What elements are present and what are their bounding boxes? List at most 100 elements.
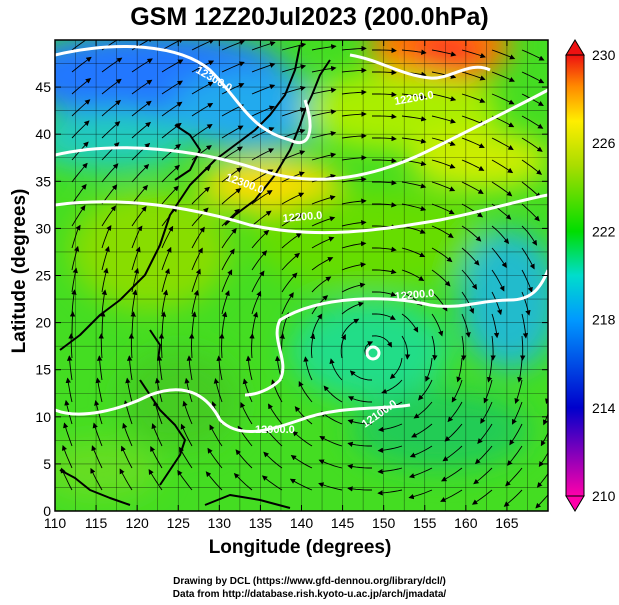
streamline-arrow xyxy=(377,489,403,496)
streamline-arrow xyxy=(543,412,548,426)
streamline-arrow xyxy=(461,159,485,171)
streamline-arrow xyxy=(101,78,122,95)
streamline-arrow xyxy=(552,292,558,315)
streamline-arrow xyxy=(311,257,334,271)
streamline-arrow xyxy=(311,313,323,337)
streamline-arrow xyxy=(221,125,244,139)
streamline-arrow xyxy=(156,355,163,381)
streamline-arrow xyxy=(71,224,81,249)
streamline-arrow xyxy=(520,335,526,361)
streamline-arrow xyxy=(191,186,210,205)
streamline-arrow xyxy=(461,137,485,149)
contour-label: 12000.0 xyxy=(255,424,295,436)
streamline-arrow xyxy=(521,159,543,175)
streamline-arrow xyxy=(473,467,493,485)
streamline-arrow xyxy=(491,181,513,197)
streamline-arrow xyxy=(298,380,313,403)
streamline-arrow xyxy=(63,422,73,447)
streamline-arrow xyxy=(161,246,172,271)
streamline-arrow xyxy=(341,45,367,52)
streamline-arrow xyxy=(251,105,275,117)
streamline-arrow xyxy=(209,424,223,447)
streamline-arrow xyxy=(131,121,152,139)
streamline-arrow xyxy=(341,219,367,227)
x-axis-label: Longitude (degrees) xyxy=(208,537,392,558)
streamline-arrow xyxy=(311,44,337,51)
colorbar-tick-label: 226 xyxy=(592,135,616,151)
streamline-arrow xyxy=(371,335,392,348)
streamline-arrow xyxy=(538,452,548,468)
colorbar-tick-label: 222 xyxy=(592,223,616,239)
streamline-arrow xyxy=(318,482,343,491)
streamline-arrow xyxy=(511,401,523,425)
streamline-arrow xyxy=(249,333,255,359)
streamline-arrow xyxy=(221,269,233,293)
y-tick-label: 5 xyxy=(43,456,51,472)
streamline-arrow xyxy=(148,469,163,491)
streamline-arrow xyxy=(251,127,275,139)
streamline-arrow xyxy=(281,292,294,315)
streamline-arrow xyxy=(521,49,545,61)
streamline-arrow xyxy=(521,247,535,270)
streamline-arrow xyxy=(265,427,283,447)
streamline-arrow xyxy=(65,377,73,403)
streamline-arrow xyxy=(154,377,163,403)
streamline-arrow xyxy=(311,109,337,117)
colorbar-tick-label: 218 xyxy=(592,312,616,328)
y-tick-label: 45 xyxy=(35,79,51,95)
streamline-arrow xyxy=(311,216,336,227)
streamline-arrow xyxy=(341,111,367,117)
x-tick-label: 130 xyxy=(208,515,232,531)
streamline-arrow xyxy=(221,188,242,205)
streamline-arrow xyxy=(323,385,343,403)
streamline-arrow xyxy=(311,195,336,205)
streamline-arrow xyxy=(131,246,141,271)
streamline-arrow xyxy=(341,133,367,139)
streamline-arrow xyxy=(191,102,214,117)
streamline-arrow xyxy=(131,79,153,95)
streamline-arrow xyxy=(483,379,493,404)
streamline-arrow xyxy=(461,71,486,81)
streamline-arrow xyxy=(251,290,262,315)
streamline-arrow xyxy=(216,355,223,381)
streamline-arrow xyxy=(329,358,343,381)
streamline-arrow xyxy=(101,205,117,227)
streamline-arrow xyxy=(401,115,427,122)
streamline-arrow xyxy=(221,248,235,271)
streamline-arrow xyxy=(401,93,427,100)
streamline-arrow xyxy=(131,225,143,249)
streamline-arrow xyxy=(347,419,373,425)
streamline-arrow xyxy=(251,190,273,205)
colorbar-bottom-triangle xyxy=(565,495,585,512)
streamline-arrow xyxy=(263,451,283,469)
streamline-arrow xyxy=(281,192,305,205)
streamline-arrow xyxy=(521,269,533,293)
streamline-arrow xyxy=(221,227,237,249)
streamline-arrow xyxy=(158,333,165,359)
streamline-arrow xyxy=(101,289,107,315)
streamline-arrow xyxy=(281,107,306,117)
streamline-arrow xyxy=(474,445,493,465)
colorbar-bar xyxy=(565,54,585,497)
streamline-arrow xyxy=(131,184,149,205)
streamline-arrow xyxy=(221,311,228,337)
streamline-arrow xyxy=(431,49,457,57)
streamline-arrow xyxy=(461,49,486,59)
streamline-arrow xyxy=(461,313,471,338)
streamline-arrow xyxy=(408,467,433,479)
streamline-arrow xyxy=(251,62,276,73)
streamline-arrow xyxy=(371,313,396,320)
streamline-arrow xyxy=(425,357,433,382)
streamline-arrow xyxy=(491,269,505,292)
streamline-arrow xyxy=(191,81,214,95)
streamline-arrow xyxy=(311,87,337,95)
streamline-arrow xyxy=(431,71,457,79)
streamline-arrow xyxy=(431,137,456,147)
colorbar-tick-label: 230 xyxy=(592,47,616,63)
contour-label: 12200.0 xyxy=(282,210,323,225)
height-contours xyxy=(55,45,548,434)
streamline-arrow xyxy=(251,210,272,227)
streamline-arrow xyxy=(431,159,456,169)
streamline-arrow xyxy=(340,333,346,359)
contour-label: 12200.0 xyxy=(394,288,435,303)
